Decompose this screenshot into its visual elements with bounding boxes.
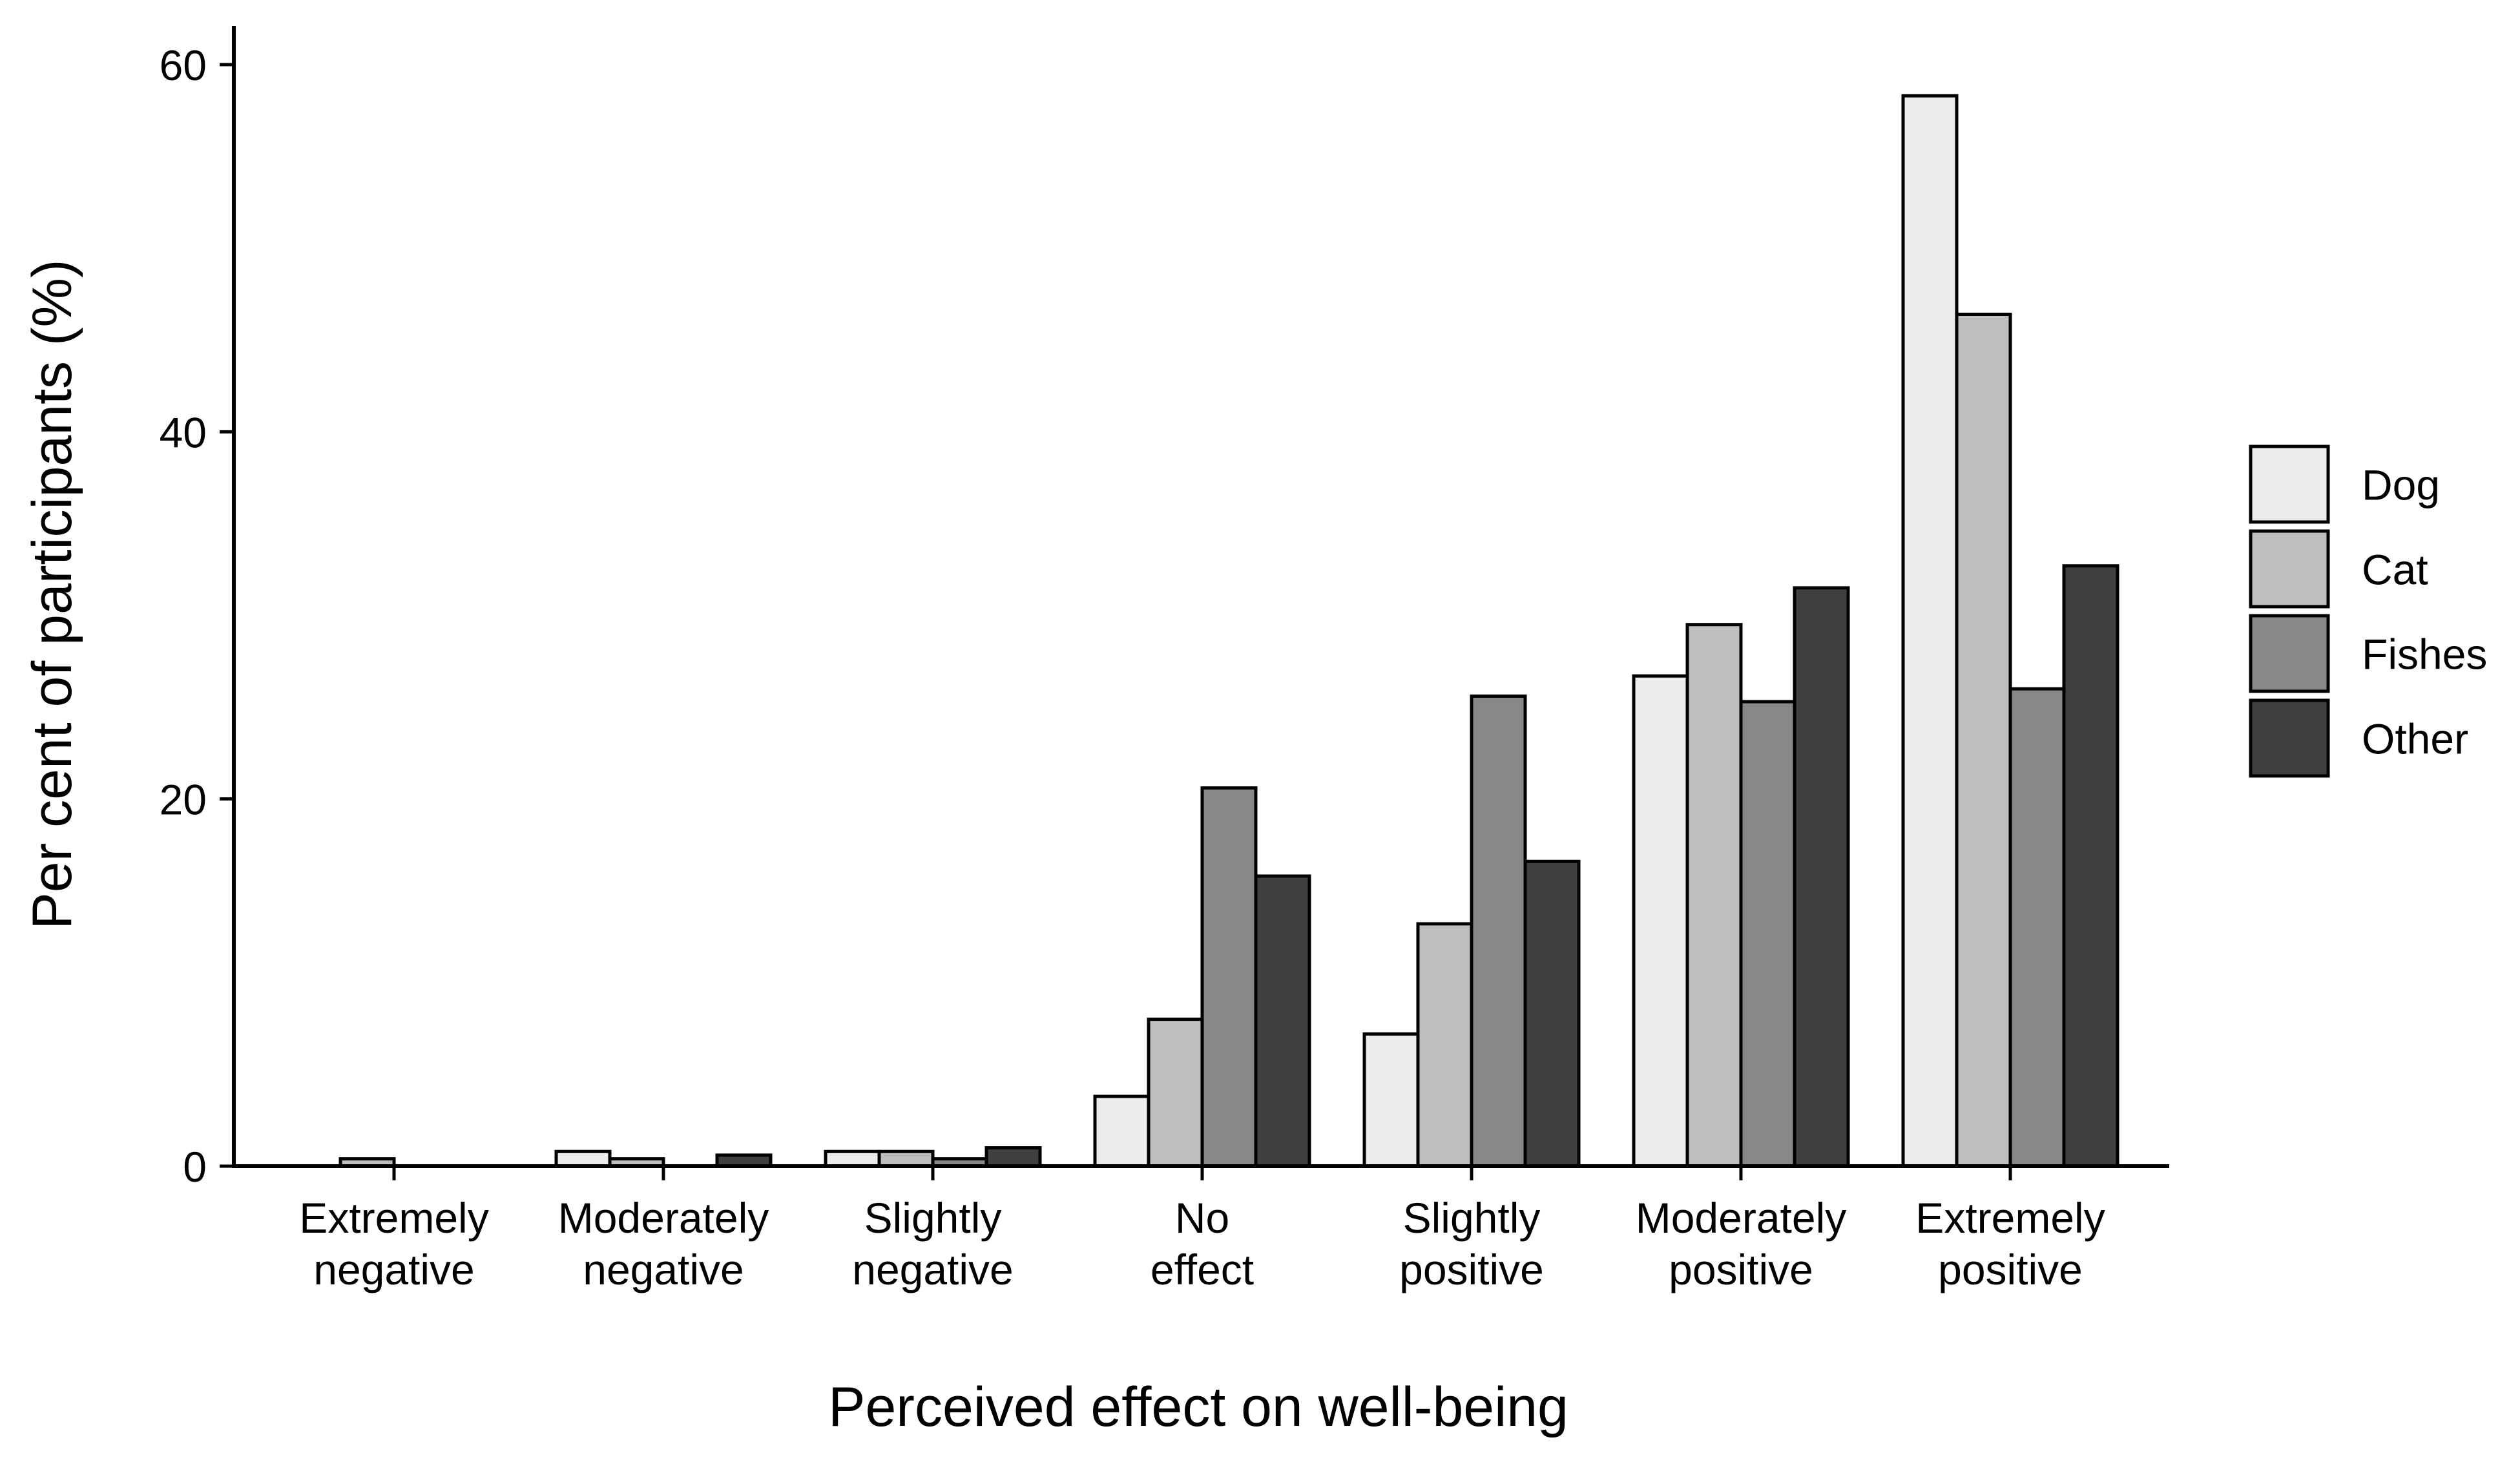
bar-dog-2 bbox=[824, 1149, 881, 1168]
bar-cat-5 bbox=[1685, 623, 1743, 1168]
bar-other-5 bbox=[1793, 586, 1850, 1168]
bar-fishes-3 bbox=[1200, 786, 1258, 1168]
x-axis-title: Perceived effect on well-being bbox=[828, 1376, 1568, 1438]
x-category-label-line: Slightly bbox=[864, 1194, 1002, 1242]
legend-label-other: Other bbox=[2362, 715, 2468, 763]
x-category-label-line: negative bbox=[583, 1246, 744, 1293]
x-category-label: Moderately negative bbox=[558, 1194, 769, 1293]
legend-label-fishes: Fishes bbox=[2362, 631, 2487, 678]
x-category-label: Slightly negative bbox=[852, 1194, 1014, 1293]
bar-other-4 bbox=[1523, 859, 1581, 1168]
bar-fishes-6 bbox=[2008, 687, 2066, 1168]
x-category-label: Moderately positive bbox=[1636, 1194, 1847, 1293]
x-category-label: No effect bbox=[1151, 1194, 1254, 1293]
y-tick-label: 20 bbox=[160, 776, 207, 824]
x-category-label-line: No bbox=[1175, 1194, 1229, 1242]
x-category-label-line: effect bbox=[1151, 1246, 1254, 1293]
x-category-label-line: Moderately bbox=[1636, 1194, 1847, 1242]
x-category-label-line: positive bbox=[1669, 1246, 1813, 1293]
legend: Dog Cat Fishes Other bbox=[2249, 444, 2487, 778]
bar-dog-4 bbox=[1362, 1032, 1420, 1168]
x-category-label-line: Extremely bbox=[1915, 1194, 2105, 1242]
bar-dog-6 bbox=[1901, 94, 1959, 1168]
legend-swatch-fishes bbox=[2249, 614, 2330, 693]
y-axis-ticks: 0 20 40 60 bbox=[160, 41, 234, 1191]
bars-group bbox=[338, 94, 2119, 1168]
bar-cat-4 bbox=[1416, 922, 1473, 1168]
bar-cat-6 bbox=[1955, 312, 2012, 1168]
x-category-label: Slightly positive bbox=[1399, 1194, 1544, 1293]
x-category-label-line: Slightly bbox=[1403, 1194, 1541, 1242]
y-axis-title: Per cent of participants (%) bbox=[21, 259, 83, 929]
bar-dog-3 bbox=[1093, 1094, 1151, 1168]
legend-swatch-dog bbox=[2249, 444, 2330, 524]
bar-cat-2 bbox=[877, 1149, 935, 1168]
x-category-label-line: negative bbox=[313, 1246, 475, 1293]
x-category-label: Extremely positive bbox=[1915, 1194, 2105, 1293]
x-category-label-line: positive bbox=[1399, 1246, 1544, 1293]
y-tick-label: 60 bbox=[160, 41, 207, 89]
bar-other-2 bbox=[984, 1146, 1042, 1168]
x-category-label-line: negative bbox=[852, 1246, 1014, 1293]
legend-swatch-cat bbox=[2249, 529, 2330, 609]
y-tick-label: 0 bbox=[183, 1143, 207, 1191]
y-tick-label: 40 bbox=[160, 408, 207, 456]
bar-cat-3 bbox=[1147, 1018, 1204, 1168]
bar-fishes-5 bbox=[1739, 700, 1796, 1168]
bar-other-3 bbox=[1254, 874, 1311, 1168]
legend-swatch-other bbox=[2249, 698, 2330, 778]
legend-label-cat: Cat bbox=[2362, 546, 2428, 594]
x-category-label: Extremely negative bbox=[299, 1194, 488, 1293]
bar-dog-5 bbox=[1632, 674, 1689, 1168]
bar-other-6 bbox=[2062, 564, 2119, 1168]
x-category-label-line: Extremely bbox=[299, 1194, 488, 1242]
x-category-label-line: positive bbox=[1938, 1246, 2083, 1293]
bar-dog-1 bbox=[554, 1149, 612, 1168]
bar-fishes-4 bbox=[1470, 695, 1527, 1168]
x-category-label-line: Moderately bbox=[558, 1194, 769, 1242]
legend-label-dog: Dog bbox=[2362, 461, 2440, 509]
